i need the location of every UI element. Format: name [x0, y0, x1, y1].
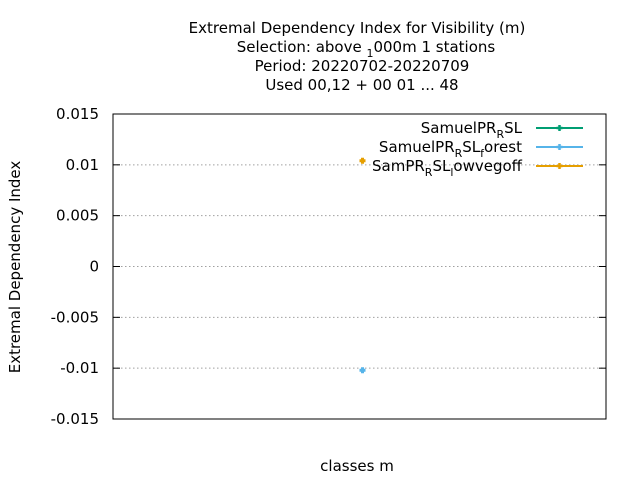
legend-entry-2: SamuelPRRSLforest [379, 138, 583, 160]
data-point-series-2 [359, 367, 366, 374]
y-tick-labels: 0.015 0.01 0.005 0 -0.005 -0.01 -0.015 [51, 105, 99, 428]
title-line-3: Period: 20220702-20220709 [255, 57, 470, 75]
legend-entry-3: SamPRRSLlowvegoff [372, 157, 583, 179]
legend-label-3: SamPRRSLlowvegoff [372, 157, 523, 179]
legend-marker-3 [556, 163, 563, 169]
legend-marker-1 [556, 125, 563, 131]
x-axis-label: classes m [320, 457, 394, 475]
y-tick-label: 0.01 [66, 156, 99, 174]
data-point-series-3 [359, 157, 366, 164]
y-tick-label: 0 [89, 258, 99, 276]
plot-area [112, 113, 607, 420]
data-points [359, 157, 366, 374]
y-tick-label: 0.005 [56, 207, 99, 225]
title-line-2: Selection: above 1000m 1 stations [237, 38, 496, 60]
y-axis-label: Extremal Dependency Index [6, 161, 24, 374]
title-line-1: Extremal Dependency Index for Visibility… [189, 19, 526, 37]
y-tick-label: -0.005 [51, 308, 99, 326]
legend-label-2: SamuelPRRSLforest [379, 138, 522, 160]
legend-marker-2 [556, 144, 563, 150]
legend: SamuelPRRSL SamuelPRRSLforest SamPRRSLlo… [372, 119, 583, 179]
y-tick-label: 0.015 [56, 105, 99, 123]
y-tick-label: -0.01 [60, 359, 99, 377]
y-tick-label: -0.015 [51, 410, 99, 428]
title-line-4: Used 00,12 + 00 01 ... 48 [265, 76, 458, 94]
chart-title: Extremal Dependency Index for Visibility… [189, 19, 526, 94]
